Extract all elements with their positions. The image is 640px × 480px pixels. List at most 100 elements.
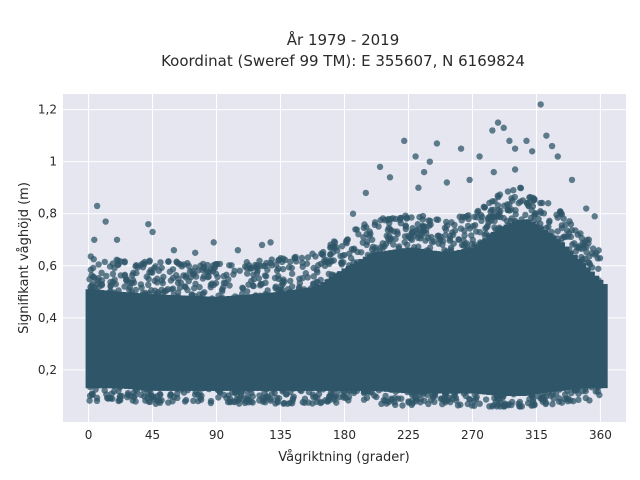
data-point bbox=[464, 222, 472, 230]
data-point bbox=[372, 244, 379, 251]
outlier-point bbox=[543, 132, 550, 139]
data-point bbox=[412, 398, 420, 405]
outlier-point bbox=[489, 127, 496, 134]
data-point bbox=[432, 384, 440, 391]
data-point bbox=[434, 216, 442, 223]
data-point bbox=[568, 226, 576, 234]
data-point bbox=[267, 259, 274, 267]
data-point bbox=[573, 387, 581, 394]
data-point bbox=[341, 251, 348, 259]
data-point bbox=[383, 253, 391, 260]
data-point bbox=[571, 240, 578, 247]
data-point bbox=[354, 248, 361, 256]
data-point bbox=[367, 382, 375, 389]
outlier-point bbox=[93, 202, 101, 210]
data-point bbox=[539, 398, 546, 405]
data-point bbox=[214, 381, 222, 389]
data-point bbox=[425, 247, 432, 254]
data-point bbox=[121, 292, 129, 300]
data-point bbox=[211, 301, 218, 308]
data-point bbox=[295, 285, 303, 292]
x-tick-label: 315 bbox=[525, 428, 548, 442]
data-point bbox=[543, 232, 550, 240]
data-point bbox=[101, 258, 109, 266]
data-point bbox=[123, 277, 131, 285]
data-point bbox=[408, 230, 415, 238]
data-point bbox=[317, 399, 324, 407]
data-point bbox=[446, 237, 454, 244]
data-point bbox=[346, 387, 353, 394]
x-tick-label: 135 bbox=[269, 428, 292, 442]
data-point bbox=[451, 221, 458, 229]
outlier-point bbox=[490, 168, 497, 176]
data-point bbox=[228, 295, 236, 303]
outlier-point bbox=[466, 176, 473, 184]
data-point bbox=[220, 391, 228, 398]
data-point bbox=[261, 383, 269, 391]
data-point bbox=[413, 226, 420, 234]
data-point bbox=[182, 283, 189, 291]
data-point bbox=[132, 286, 139, 294]
data-point bbox=[504, 201, 511, 208]
y-axis-label: Signifikant våghöjd (m) bbox=[17, 182, 32, 334]
data-point bbox=[414, 221, 421, 228]
data-point bbox=[280, 400, 287, 407]
data-point bbox=[166, 392, 174, 400]
data-point bbox=[238, 387, 245, 394]
data-point bbox=[287, 388, 294, 396]
data-point bbox=[201, 289, 208, 296]
data-point bbox=[174, 289, 182, 296]
data-point bbox=[524, 399, 532, 407]
data-point bbox=[530, 217, 537, 225]
data-point bbox=[172, 272, 180, 279]
data-point bbox=[522, 211, 529, 219]
data-point bbox=[250, 271, 257, 279]
x-tick-label: 225 bbox=[397, 428, 420, 442]
data-point bbox=[476, 400, 483, 407]
data-point bbox=[153, 279, 161, 286]
x-tick-label: 180 bbox=[333, 428, 356, 442]
data-point bbox=[167, 277, 175, 284]
data-point bbox=[139, 290, 147, 297]
outlier-point bbox=[457, 145, 465, 152]
outlier-point bbox=[528, 148, 536, 155]
data-point bbox=[508, 206, 515, 213]
data-point bbox=[431, 398, 438, 406]
data-point bbox=[442, 232, 449, 239]
data-point bbox=[397, 219, 405, 227]
data-point bbox=[560, 215, 567, 222]
data-point bbox=[174, 279, 182, 287]
data-point bbox=[570, 379, 577, 386]
x-tick-label: 90 bbox=[209, 428, 224, 442]
data-point bbox=[516, 398, 524, 406]
y-tick-label: 1 bbox=[49, 155, 57, 169]
data-point bbox=[236, 267, 244, 274]
data-point bbox=[564, 249, 572, 257]
data-point bbox=[198, 300, 205, 307]
data-point bbox=[517, 198, 524, 205]
data-point bbox=[191, 391, 199, 398]
data-point bbox=[408, 236, 416, 244]
data-point bbox=[90, 284, 98, 291]
data-point bbox=[443, 218, 450, 226]
data-point bbox=[117, 272, 124, 279]
data-point bbox=[443, 251, 451, 259]
data-point bbox=[301, 399, 308, 406]
point-cluster bbox=[597, 284, 608, 389]
data-point bbox=[178, 297, 185, 305]
data-point bbox=[256, 392, 263, 399]
data-point bbox=[379, 215, 387, 222]
data-point bbox=[500, 392, 507, 400]
data-point bbox=[199, 385, 206, 392]
outlier-point bbox=[420, 168, 428, 176]
data-point bbox=[138, 284, 145, 291]
data-point bbox=[314, 279, 321, 286]
data-point bbox=[510, 390, 517, 398]
data-point bbox=[441, 397, 448, 404]
data-point bbox=[288, 270, 296, 277]
data-point bbox=[224, 299, 231, 307]
data-point bbox=[549, 400, 556, 408]
data-point bbox=[429, 391, 436, 398]
data-point bbox=[557, 239, 565, 247]
